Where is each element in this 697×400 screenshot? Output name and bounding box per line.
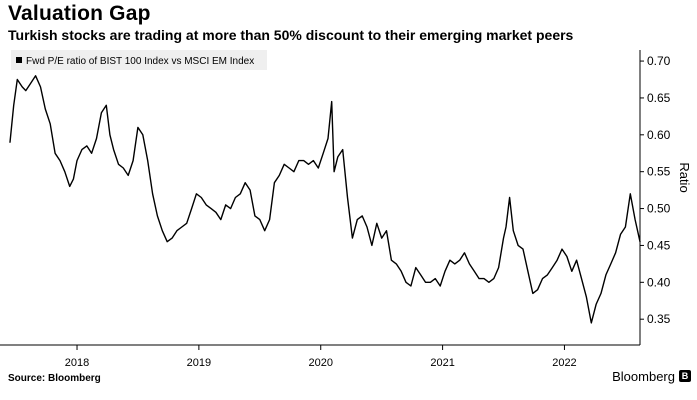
y-tick-marks: 0.35 0.40 0.45 0.50 0.55 0.60 0.65 0.70 [640, 54, 671, 326]
chart-subtitle: Turkish stocks are trading at more than … [8, 27, 574, 43]
x-tick-label: 2019 [187, 357, 211, 369]
y-tick-label: 0.35 [647, 312, 671, 326]
bloomberg-brand: Bloomberg [612, 369, 675, 384]
legend-swatch [16, 57, 22, 63]
x-tick-label: 2018 [65, 357, 89, 369]
x-tick-label: 2021 [430, 357, 454, 369]
x-tick-label: 2020 [308, 357, 332, 369]
y-tick-label: 0.65 [647, 91, 671, 105]
y-axis-label: Ratio [677, 162, 692, 192]
y-tick-label: 0.70 [647, 54, 671, 68]
y-tick-label: 0.40 [647, 275, 671, 289]
chart-title: Valuation Gap [8, 2, 151, 25]
y-tick-label: 0.60 [647, 128, 671, 142]
legend-label: Fwd P/E ratio of BIST 100 Index vs MSCI … [26, 56, 254, 67]
series-group [9, 75, 641, 324]
source-note: Source: Bloomberg [8, 373, 101, 384]
bloomberg-logo-icon: B [679, 370, 691, 382]
y-tick-label: 0.45 [647, 238, 671, 252]
x-tick-marks: 2018 2019 2020 2021 2022 [65, 345, 577, 369]
y-tick-label: 0.55 [647, 165, 671, 179]
series-line [9, 75, 641, 324]
legend-box [11, 50, 267, 70]
x-tick-label: 2022 [552, 357, 576, 369]
y-tick-label: 0.50 [647, 202, 671, 216]
